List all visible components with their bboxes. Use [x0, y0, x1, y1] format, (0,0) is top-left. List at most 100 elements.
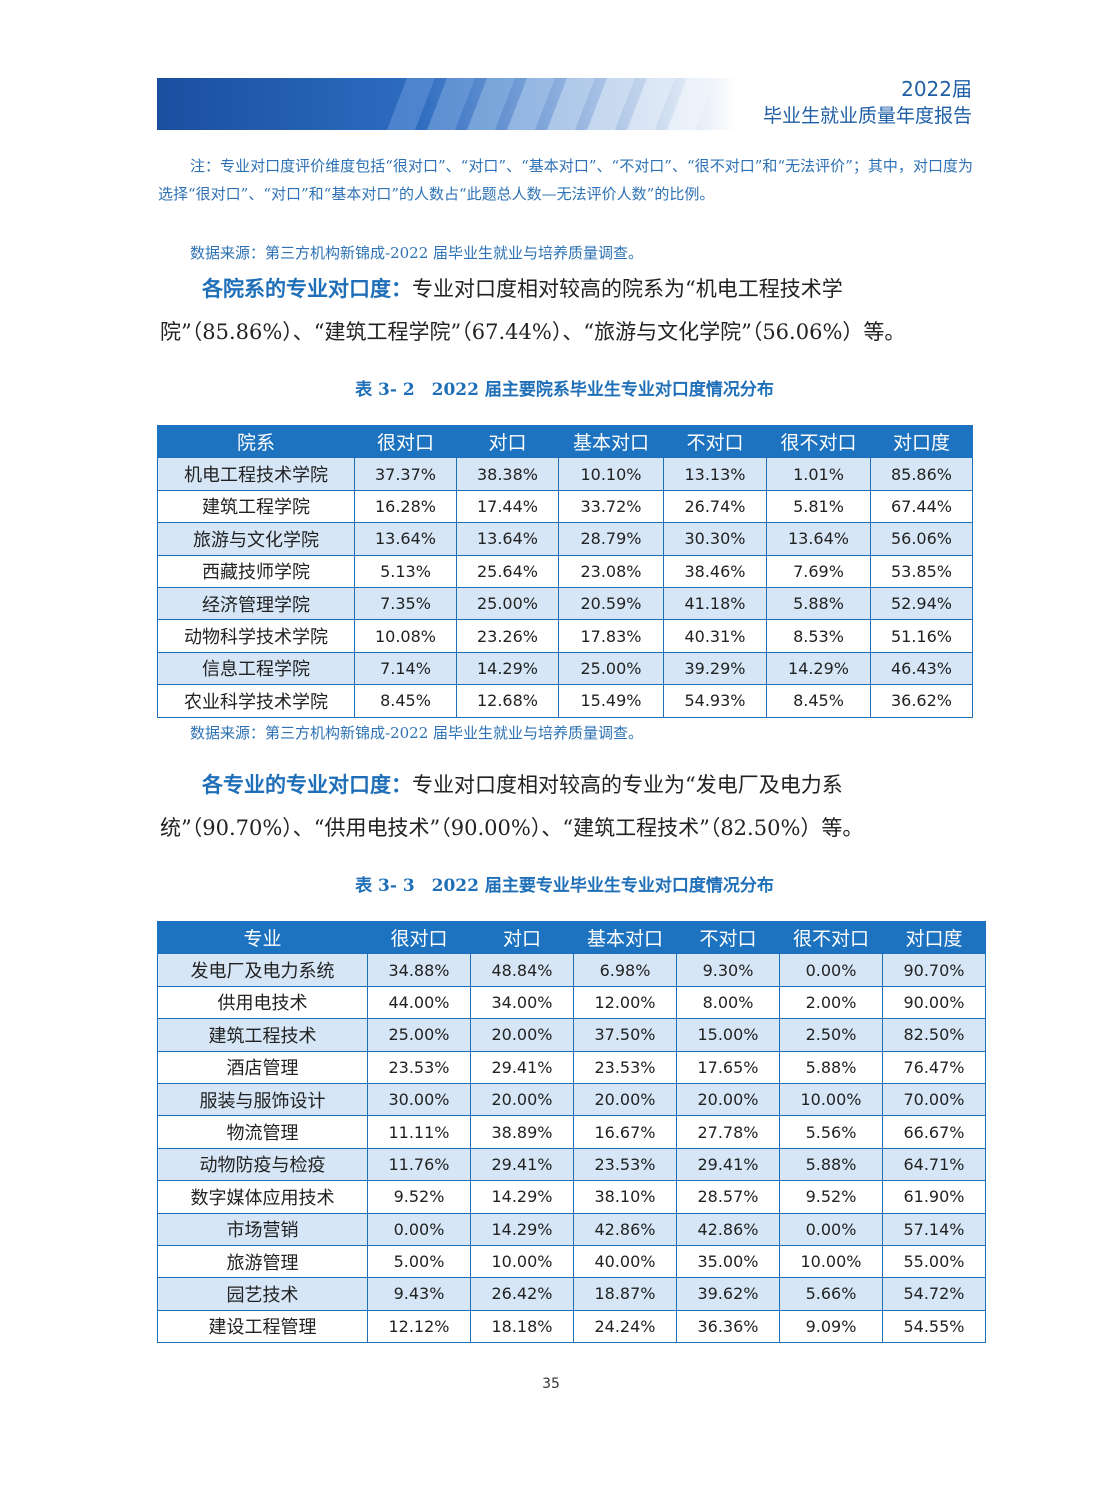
table-cell: 9.09% [779, 1309, 883, 1344]
table-cell: 42.86% [573, 1212, 677, 1246]
table-cell: 0.00% [367, 1212, 471, 1246]
table-cell: 25.64% [456, 554, 559, 588]
table-cell: 38.10% [573, 1180, 677, 1214]
table-row: 供用电技术 44.00% 34.00% 12.00% 8.00% 2.00% 90.00% [157, 985, 986, 1020]
table-cell: 8.53% [766, 619, 871, 653]
column-header: 对口 [456, 424, 559, 459]
column-header: 基本对口 [573, 920, 677, 955]
table-cell: 14.29% [456, 651, 559, 686]
table-cell: 66.67% [882, 1115, 986, 1149]
table-caption: 表 3- 3 2022 届主要专业毕业生专业对口度情况分布 [355, 876, 774, 896]
column-header: 对口度 [882, 920, 986, 955]
table-cell: 23.26% [456, 619, 559, 653]
table-cell: 18.18% [470, 1309, 574, 1344]
table-cell: 23.53% [573, 1050, 677, 1084]
table-cell: 76.47% [882, 1050, 986, 1084]
row-label-cell: 信息工程学院 [157, 651, 355, 686]
table-cell: 20.00% [470, 1018, 574, 1052]
table-cell: 38.38% [456, 457, 559, 491]
table-cell: 8.45% [766, 684, 871, 718]
row-label-cell: 酒店管理 [157, 1050, 368, 1084]
table-header-row: 院系 很对口 对口 基本对口 不对口 很不对口 对口度 [157, 424, 973, 459]
table-cell: 7.14% [354, 651, 457, 686]
table-cell: 20.59% [558, 586, 664, 621]
table-cell: 36.62% [870, 684, 973, 718]
table-cell: 51.16% [870, 619, 973, 653]
table-cell: 14.29% [470, 1180, 574, 1214]
column-header: 不对口 [663, 424, 767, 459]
table-cell: 33.72% [558, 489, 664, 524]
table-cell: 23.53% [367, 1050, 471, 1084]
table-row: 动物防疫与检疫 11.76% 29.41% 23.53% 29.41% 5.88% 64.7… [157, 1147, 986, 1182]
table-cell: 26.42% [470, 1277, 574, 1311]
row-label-cell: 动物科学技术学院 [157, 619, 355, 653]
table-cell: 38.46% [663, 554, 767, 588]
table-cell: 67.44% [870, 489, 973, 524]
table-cell: 9.30% [676, 953, 780, 987]
table-cell: 28.57% [676, 1180, 780, 1214]
table-cell: 10.00% [779, 1244, 883, 1279]
table-cell: 82.50% [882, 1018, 986, 1052]
table-cell: 48.84% [470, 953, 574, 987]
table-cell: 0.00% [779, 1212, 883, 1246]
table-cell: 23.08% [558, 554, 664, 588]
row-label-cell: 西藏技师学院 [157, 554, 355, 588]
table-cell: 14.29% [766, 651, 871, 686]
header-banner [157, 78, 737, 130]
table-row: 发电厂及电力系统 34.88% 48.84% 6.98% 9.30% 0.00% 90.70… [157, 953, 986, 987]
table-cell: 13.64% [354, 522, 457, 556]
table-row: 机电工程技术学院 37.37% 38.38% 10.10% 13.13% 1.01% 85.… [157, 457, 973, 491]
note-text: 注：专业对口度评价维度包括“很对口”、“对口”、“基本对口”、“不对口”、“很不… [158, 157, 973, 203]
column-header: 很不对口 [766, 424, 871, 459]
table-cell: 34.00% [470, 985, 574, 1020]
table-cell: 12.68% [456, 684, 559, 718]
row-label-cell: 服装与服饰设计 [157, 1082, 368, 1117]
table-row: 建筑工程技术 25.00% 20.00% 37.50% 15.00% 2.50% 82.50… [157, 1018, 986, 1052]
table-cell: 37.37% [354, 457, 457, 491]
table-cell: 17.83% [558, 619, 664, 653]
table-cell: 34.88% [367, 953, 471, 987]
table-cell: 54.72% [882, 1277, 986, 1311]
table-cell: 20.00% [676, 1082, 780, 1117]
table-cell: 5.88% [766, 586, 871, 621]
table-row: 农业科学技术学院 8.45% 12.68% 15.49% 54.93% 8.45% 36.6… [157, 684, 973, 718]
table-cell: 8.00% [676, 985, 780, 1020]
table-cell: 16.67% [573, 1115, 677, 1149]
table-cell: 37.50% [573, 1018, 677, 1052]
column-header: 院系 [157, 424, 355, 459]
row-label-cell: 农业科学技术学院 [157, 684, 355, 718]
table-cell: 46.43% [870, 651, 973, 686]
table-cell: 5.81% [766, 489, 871, 524]
report-name: 毕业生就业质量年度报告 [762, 105, 972, 127]
table-cell: 29.41% [470, 1050, 574, 1084]
table-cell: 10.00% [779, 1082, 883, 1117]
row-label-cell: 建筑工程学院 [157, 489, 355, 524]
table-cell: 9.52% [367, 1180, 471, 1214]
table-cell: 26.74% [663, 489, 767, 524]
table-cell: 5.13% [354, 554, 457, 588]
table-row: 建筑工程学院 16.28% 17.44% 33.72% 26.74% 5.81% 67.44… [157, 489, 973, 524]
table-cell: 56.06% [870, 522, 973, 556]
table-cell: 54.93% [663, 684, 767, 718]
table-cell: 5.56% [779, 1115, 883, 1149]
report-year: 2022届 [901, 77, 972, 101]
column-header: 很对口 [354, 424, 457, 459]
table-cell: 42.86% [676, 1212, 780, 1246]
row-label-cell: 发电厂及电力系统 [157, 953, 368, 987]
table-cell: 5.66% [779, 1277, 883, 1311]
row-label-cell: 机电工程技术学院 [157, 457, 355, 491]
column-header: 对口度 [870, 424, 973, 459]
paragraph-majors: 各专业的专业对口度：专业对口度相对较高的专业为“发电厂及电力系统”（90.70%… [160, 764, 972, 850]
table-cell: 39.29% [663, 651, 767, 686]
table-row: 数字媒体应用技术 9.52% 14.29% 38.10% 28.57% 9.52% 61.9… [157, 1180, 986, 1214]
row-label-cell: 建设工程管理 [157, 1309, 368, 1344]
paragraph-lead: 各专业的专业对口度： [202, 773, 412, 797]
row-label-cell: 数字媒体应用技术 [157, 1180, 368, 1214]
table-cell: 35.00% [676, 1244, 780, 1279]
column-header: 基本对口 [558, 424, 664, 459]
paragraph-body: 专业对口度相对较高的专业为“发电厂及电力系统”（90.70%）、“供用电技术”（… [160, 773, 864, 840]
row-label-cell: 旅游与文化学院 [157, 522, 355, 556]
table-cell: 13.13% [663, 457, 767, 491]
table-cell: 53.85% [870, 554, 973, 588]
table-cell: 8.45% [354, 684, 457, 718]
